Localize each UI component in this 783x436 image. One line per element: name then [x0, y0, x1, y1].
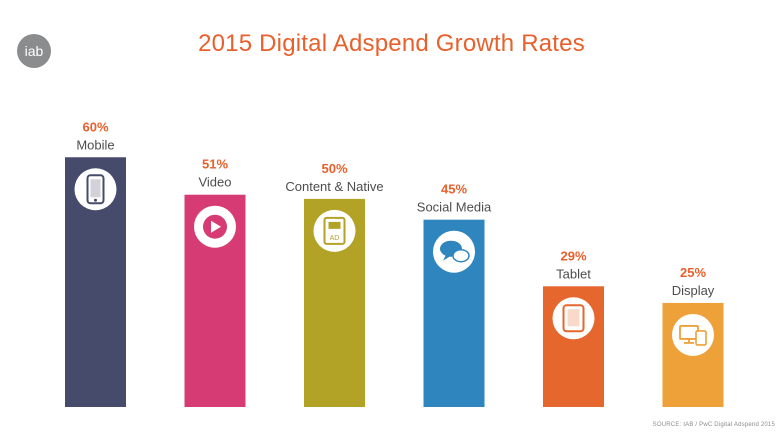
- source-note: SOURCE: IAB / PwC Digital Adspend 2015: [652, 422, 775, 428]
- category-label-0: Mobile: [76, 137, 114, 152]
- devices-icon: [672, 313, 714, 356]
- tablet-icon: [552, 297, 595, 340]
- value-label-2: 50%: [321, 161, 347, 176]
- value-label-1: 51%: [202, 157, 228, 172]
- play-icon: [194, 205, 236, 248]
- chat-bubbles-icon: [433, 230, 475, 273]
- category-label-2: Content & Native: [285, 179, 383, 194]
- category-label-1: Video: [198, 175, 231, 190]
- ad-badge-text: AD: [330, 235, 340, 242]
- category-label-4: Tablet: [556, 266, 591, 281]
- native-ad-icon: AD: [313, 209, 356, 252]
- category-label-5: Display: [672, 283, 715, 298]
- value-label-5: 25%: [680, 265, 706, 280]
- value-label-4: 29%: [560, 248, 586, 263]
- smartphone-icon: [74, 168, 117, 211]
- iab-logo: iab: [17, 34, 51, 68]
- value-label-0: 60%: [82, 119, 108, 134]
- chart-title: 2015 Digital Adspend Growth Rates: [198, 30, 585, 57]
- value-label-3: 45%: [441, 182, 467, 197]
- category-label-3: Social Media: [417, 200, 492, 215]
